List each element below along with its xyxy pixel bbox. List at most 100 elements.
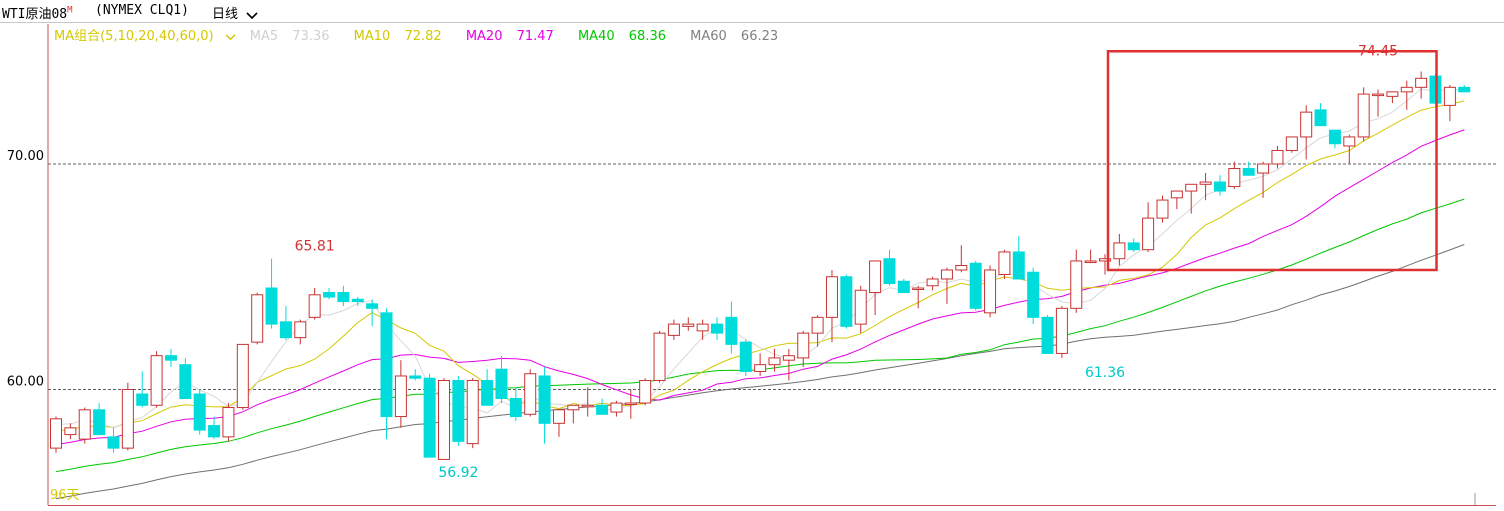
candle <box>308 294 321 318</box>
candle <box>394 375 407 418</box>
candle <box>552 409 565 424</box>
ma40-line <box>55 198 1465 473</box>
candle <box>1300 111 1313 138</box>
candle <box>351 298 364 303</box>
candle <box>567 404 580 411</box>
candle <box>279 321 292 339</box>
candle <box>711 323 724 334</box>
candle <box>1012 251 1025 280</box>
y-tick-label: 70.00 <box>7 149 44 164</box>
ma20-line <box>55 129 1465 445</box>
candle <box>150 355 163 406</box>
candle <box>1142 217 1155 251</box>
candle <box>1443 86 1456 106</box>
candle <box>64 427 77 436</box>
candle <box>940 269 953 280</box>
candle <box>1271 149 1284 165</box>
candle <box>380 312 393 418</box>
candle <box>1257 163 1270 174</box>
ma10-line <box>55 100 1465 432</box>
instrument-name: WTI原油08 <box>2 7 68 22</box>
candle <box>265 287 278 325</box>
candle <box>639 379 652 404</box>
chevron-down-icon[interactable] <box>225 32 236 41</box>
ma-legend: MA组合(5,10,20,40,60,0) MA5 73.36 MA10 72.… <box>54 25 798 44</box>
candle <box>1099 258 1112 262</box>
candle <box>1199 181 1212 185</box>
chart-header: WTI原油08M (NYMEX CLQ1) 日线 <box>0 0 1504 22</box>
ma60-legend: MA60 66.23 <box>690 29 779 44</box>
candle <box>797 332 810 359</box>
candle <box>50 418 62 449</box>
candle <box>1027 271 1040 318</box>
candle <box>739 341 752 372</box>
candle <box>1343 136 1356 147</box>
candle <box>912 287 925 291</box>
candle <box>581 404 594 408</box>
ma5-line <box>55 88 1465 429</box>
period-selector[interactable]: 日线 <box>212 3 258 22</box>
candle <box>409 375 422 379</box>
candle <box>1242 168 1255 176</box>
candle <box>1084 260 1097 263</box>
candle <box>883 258 896 285</box>
days-label: 96天 <box>50 488 80 503</box>
candle <box>294 321 307 339</box>
price-annotation: 61.36 <box>1085 365 1125 381</box>
candle <box>624 402 637 406</box>
ma-group-selector[interactable]: MA组合(5,10,20,40,60,0) <box>54 29 236 44</box>
candle <box>596 404 609 415</box>
candle <box>193 393 206 431</box>
candle <box>236 343 249 409</box>
candle <box>653 332 666 381</box>
candle <box>840 276 853 327</box>
candle <box>251 294 264 343</box>
chevron-down-icon[interactable] <box>246 10 258 20</box>
candle <box>854 289 867 325</box>
candle <box>1372 93 1385 97</box>
candle <box>869 260 882 294</box>
candle <box>1041 316 1054 354</box>
candle <box>610 402 623 413</box>
candle <box>323 292 336 298</box>
candle <box>337 292 350 303</box>
instrument-code: (NYMEX CLQ1) <box>95 3 189 18</box>
candle <box>121 389 134 449</box>
price-annotation: 65.81 <box>295 238 335 254</box>
candle <box>538 375 551 424</box>
candle <box>1415 77 1428 88</box>
candle <box>495 368 508 400</box>
candle <box>897 280 910 294</box>
candle <box>437 379 450 460</box>
period-label[interactable]: 日线 <box>212 7 239 22</box>
candle <box>179 364 192 400</box>
ma10-legend: MA10 72.82 <box>353 29 442 44</box>
candle <box>667 323 680 336</box>
ma40-legend: MA40 68.36 <box>577 29 666 44</box>
ma20-legend: MA20 71.47 <box>465 29 554 44</box>
highlight-box <box>1106 50 1438 272</box>
candle <box>782 355 795 361</box>
candle <box>164 355 177 361</box>
candle <box>1113 242 1126 260</box>
candle <box>1170 190 1183 199</box>
candle <box>926 278 939 287</box>
candle <box>754 364 767 372</box>
candle <box>825 276 838 318</box>
candle <box>1328 129 1341 145</box>
candle <box>768 357 781 366</box>
candle <box>93 409 106 436</box>
candle <box>955 264 968 271</box>
price-annotation: 56.92 <box>438 465 478 481</box>
candle <box>524 373 537 415</box>
candle <box>222 407 235 438</box>
candle <box>1213 181 1226 192</box>
candle <box>481 379 494 406</box>
candle <box>107 436 120 449</box>
candle <box>1314 109 1327 127</box>
candle <box>423 377 436 458</box>
candle <box>78 409 91 440</box>
candle <box>696 323 709 332</box>
candle <box>1400 86 1413 93</box>
